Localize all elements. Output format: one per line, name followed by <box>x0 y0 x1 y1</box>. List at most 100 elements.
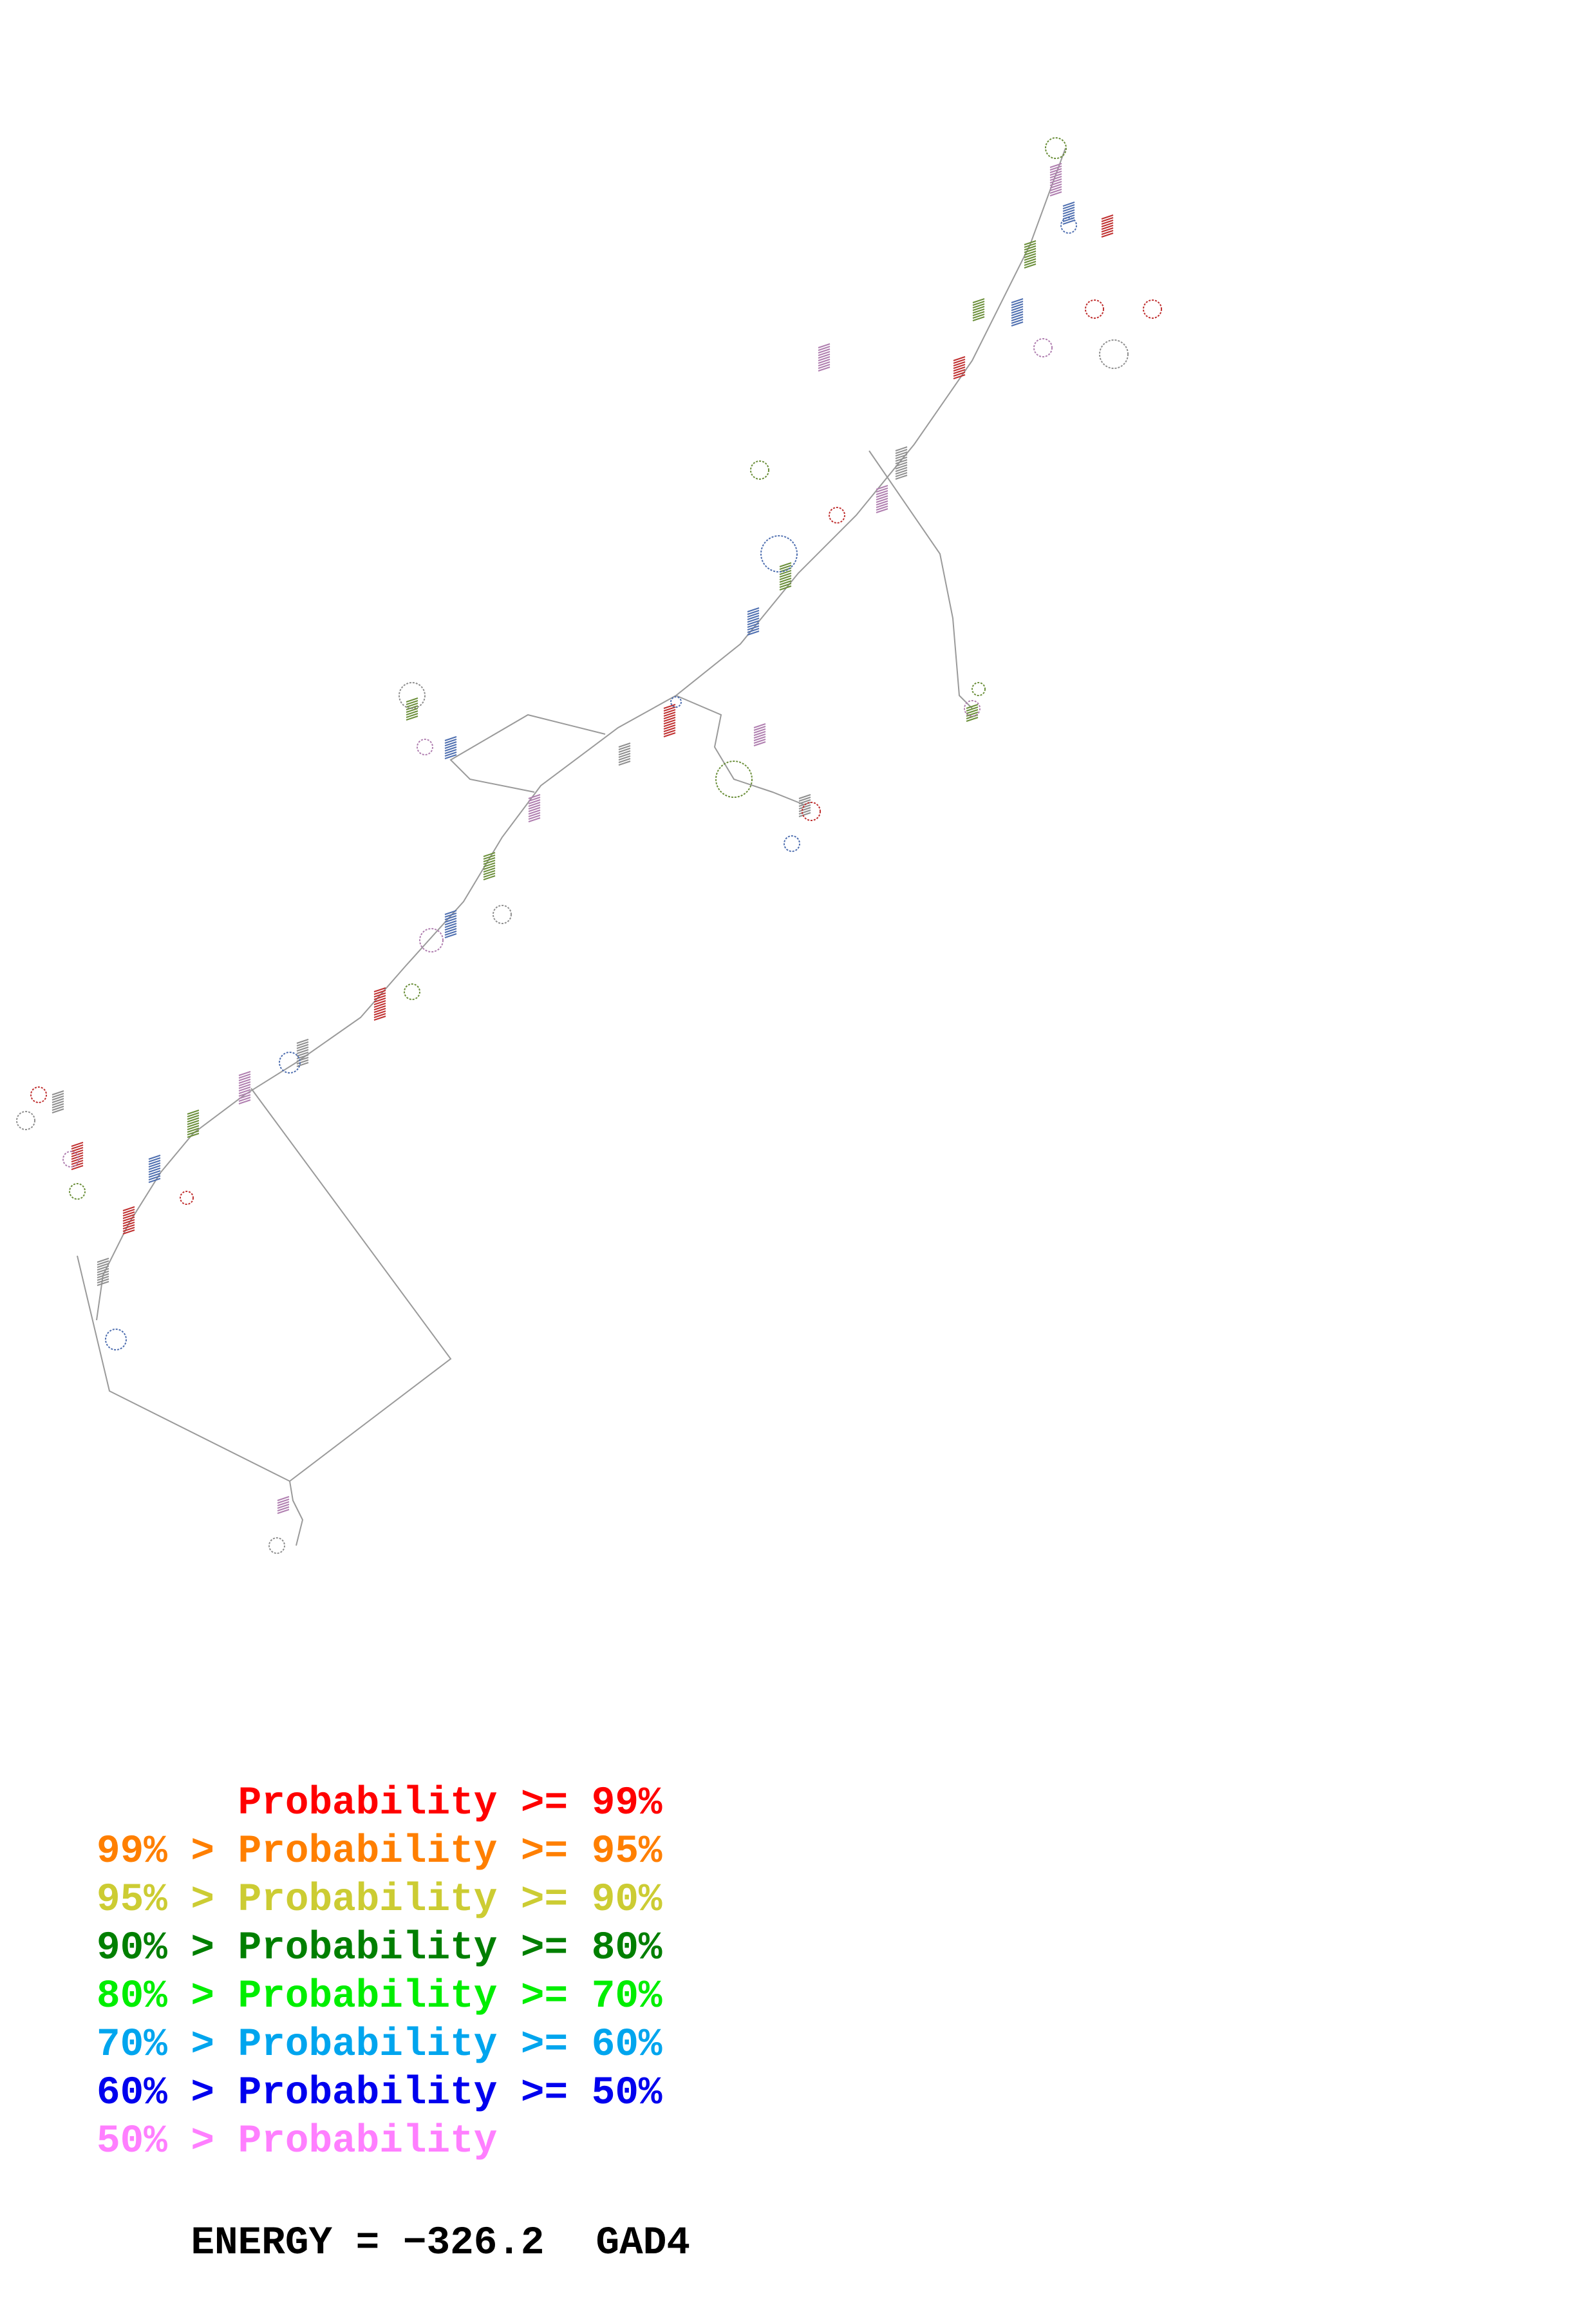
helix-stem <box>483 852 496 880</box>
base-pair <box>779 573 792 578</box>
loop <box>69 1183 86 1200</box>
helix-stem <box>71 1142 84 1170</box>
base-pair <box>52 1095 64 1101</box>
loop <box>268 1537 285 1554</box>
base-pair <box>238 1094 251 1099</box>
base-pair <box>483 852 496 857</box>
base-pair <box>798 809 811 815</box>
base-pair <box>528 802 541 807</box>
base-pair <box>97 1271 109 1276</box>
base-pair <box>818 348 831 354</box>
base-pair <box>238 1089 251 1094</box>
base-pair <box>277 1496 290 1501</box>
base-pair <box>618 758 631 763</box>
base-pair <box>187 1120 200 1125</box>
base-pair <box>97 1278 109 1283</box>
base-pair <box>1011 319 1024 324</box>
base-pair <box>953 366 966 372</box>
base-pair <box>277 1506 290 1511</box>
base-pair <box>528 807 541 812</box>
base-pair <box>528 812 541 817</box>
base-pair <box>663 717 676 722</box>
energy-readout: ENERGY = −326.2 GAD4 <box>97 2177 742 2310</box>
base-pair <box>97 1276 109 1281</box>
helix-stem <box>187 1110 200 1138</box>
base-pair <box>406 715 418 721</box>
base-pair <box>373 1016 386 1021</box>
base-pair <box>895 464 908 469</box>
loop <box>180 1191 194 1205</box>
helix-stem <box>818 343 831 372</box>
helix-stem <box>1062 202 1075 225</box>
base-pair <box>122 1219 135 1224</box>
base-pair <box>444 923 457 928</box>
base-pair <box>663 714 676 719</box>
base-pair <box>238 1074 251 1079</box>
base-pair <box>238 1071 251 1076</box>
base-pair <box>444 915 457 920</box>
base-pair <box>373 992 386 998</box>
base-pair <box>528 809 541 815</box>
base-pair <box>663 724 676 730</box>
base-pair <box>1049 186 1062 191</box>
base-pair <box>1011 303 1024 308</box>
base-pair <box>1024 256 1037 261</box>
loop <box>279 1052 301 1074</box>
base-pair <box>296 1052 309 1057</box>
base-pair <box>876 508 888 513</box>
base-pair <box>373 998 386 1003</box>
base-pair <box>895 449 908 454</box>
base-pair <box>238 1084 251 1089</box>
base-pair <box>52 1098 64 1103</box>
helix-stem <box>528 794 541 822</box>
base-pair <box>444 752 457 757</box>
backbone-tail <box>289 1481 304 1546</box>
base-pair <box>663 704 676 709</box>
base-pair <box>444 918 457 923</box>
base-pair <box>406 708 418 713</box>
base-pair <box>277 1501 290 1506</box>
base-pair <box>71 1150 84 1155</box>
base-pair <box>1011 316 1024 321</box>
base-pair <box>238 1076 251 1081</box>
base-pair <box>876 488 888 493</box>
base-pair <box>876 490 888 495</box>
base-pair <box>122 1227 135 1232</box>
base-pair <box>953 361 966 366</box>
base-pair <box>238 1081 251 1086</box>
base-pair <box>753 726 766 731</box>
base-pair <box>373 987 386 992</box>
base-pair <box>753 731 766 736</box>
base-pair <box>406 713 418 718</box>
base-pair <box>238 1097 251 1102</box>
base-pair <box>972 298 985 303</box>
base-pair <box>528 817 541 822</box>
energy-value: ENERGY = −326.2 <box>191 2221 545 2266</box>
base-pair <box>747 623 760 628</box>
helix-stem <box>148 1155 161 1183</box>
base-pair <box>71 1162 84 1168</box>
loop <box>670 696 682 708</box>
base-pair <box>1101 217 1114 222</box>
helix-stem <box>972 298 985 321</box>
base-pair <box>148 1165 161 1170</box>
base-pair <box>296 1057 309 1062</box>
base-pair <box>277 1504 290 1509</box>
base-pair <box>966 706 979 712</box>
base-pair <box>972 303 985 308</box>
base-pair <box>663 706 676 712</box>
base-pair <box>296 1062 309 1067</box>
base-pair <box>895 469 908 475</box>
loop <box>105 1329 127 1350</box>
base-pair <box>618 753 631 758</box>
base-pair <box>444 754 457 759</box>
helix-stem <box>895 446 908 480</box>
loop <box>750 460 769 480</box>
base-pair <box>148 1162 161 1168</box>
base-pair <box>747 628 760 633</box>
base-pair <box>966 712 979 717</box>
base-pair <box>1011 306 1024 311</box>
base-pair <box>373 1000 386 1005</box>
base-pair <box>1101 232 1114 238</box>
legend-row: Probability >= 99% <box>97 1781 662 1826</box>
